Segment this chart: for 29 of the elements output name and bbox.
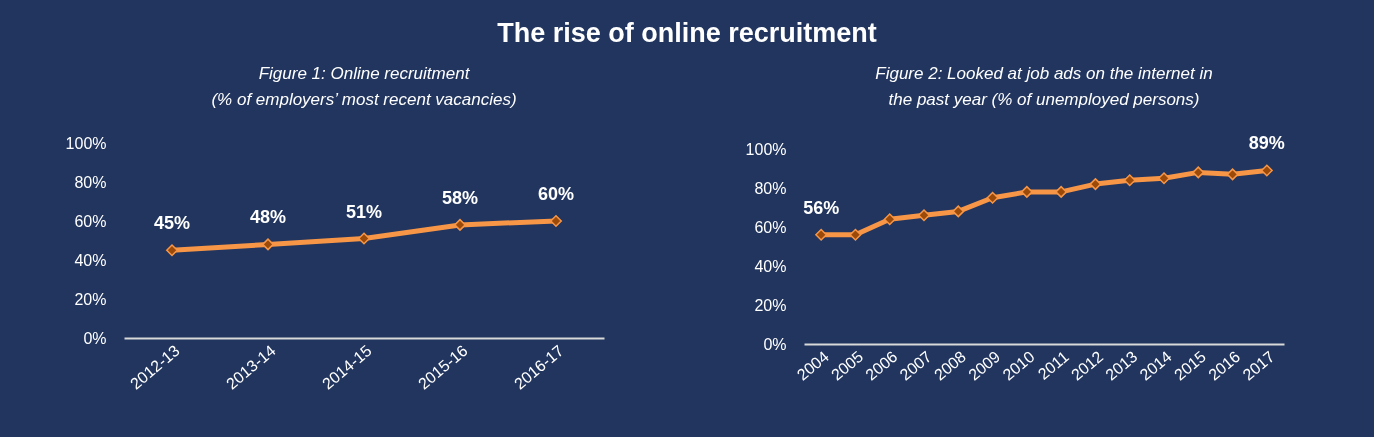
data-label: 60%	[537, 184, 575, 204]
text: The rise of online recruitment	[496, 17, 878, 50]
data-label: 89%	[1248, 133, 1285, 154]
point	[1055, 185, 1068, 198]
y-tick-label: 20%	[74, 290, 107, 308]
point	[918, 209, 930, 222]
data-label: 56%	[803, 197, 840, 218]
point	[358, 232, 370, 245]
point	[166, 244, 178, 257]
y-tick-label: 100%	[65, 134, 107, 152]
y-tick-label: 20%	[754, 296, 787, 314]
data-label: 48%	[249, 207, 287, 228]
y-tick-label: 60%	[754, 218, 787, 236]
point	[986, 191, 999, 204]
y-tick-label: 0%	[763, 335, 787, 353]
y-tick-label: 80%	[754, 179, 787, 197]
y-tick-label: 60%	[74, 212, 107, 230]
data-label: 45%	[153, 213, 191, 234]
chart-subtitle: Figure 2: Looked at job ads on the internet in the past year (% of unemployed persons)	[875, 64, 1213, 110]
y-tick-label: 40%	[754, 257, 787, 275]
y-tick-label: 0%	[83, 329, 107, 347]
y-tick-label: 80%	[74, 173, 107, 191]
y-tick-label: 40%	[74, 251, 107, 269]
chart-subtitle: Figure 1: Online recruitment (% of employers’ most recent vacancies)	[211, 64, 517, 109]
y-tick-label: 100%	[745, 140, 787, 158]
data-label: 51%	[345, 201, 383, 222]
data-label: 58%	[441, 187, 479, 208]
point	[262, 238, 274, 251]
point	[952, 205, 965, 218]
